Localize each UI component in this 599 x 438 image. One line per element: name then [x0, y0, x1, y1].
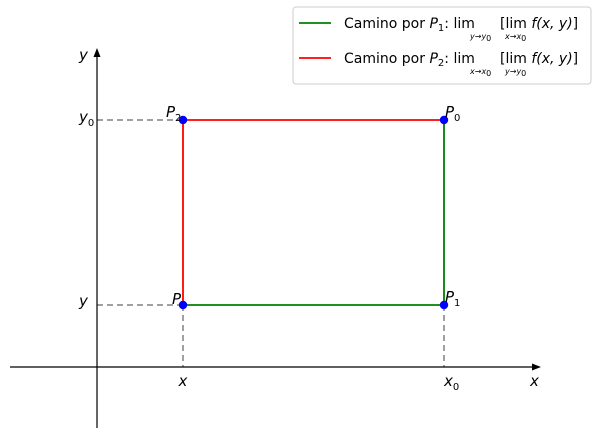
label-p1: P1 [445, 288, 460, 309]
path-p2 [182, 119, 444, 305]
legend-inner-sub-p2: y→y0 [504, 67, 526, 78]
legend-label-p2: Camino por P2: lim [344, 51, 475, 69]
label-p: P [172, 290, 182, 308]
point-p1 [439, 300, 449, 310]
axes [10, 48, 541, 428]
point-p [178, 300, 188, 310]
label-p2: P2 [166, 103, 181, 124]
x-axis-label: x [529, 372, 539, 390]
legend-inner-sub-p1: x→x0 [504, 32, 526, 43]
tick-x: x [178, 372, 188, 390]
legend-inner-p1: [lim f(x, y)] [500, 16, 578, 32]
guide-lines [97, 119, 445, 367]
y-axis-arrow [93, 48, 101, 57]
legend-label-p1: Camino por P1: lim [344, 16, 475, 34]
label-p0: P0 [445, 103, 460, 124]
legend-box [292, 6, 592, 85]
legend-entry-p1: Camino por P1: lim y→y0 [lim f(x, y)] x→… [299, 16, 578, 43]
path-p1 [183, 120, 445, 306]
legend-outer-sub-p2: x→x0 [469, 67, 491, 78]
y-axis-label: y [78, 46, 89, 64]
legend-inner-p2: [lim f(x, y)] [500, 51, 578, 67]
legend-outer-sub-p1: y→y0 [469, 32, 491, 43]
points [178, 115, 449, 310]
legend-entry-p2: Camino por P2: lim x→x0 [lim f(x, y)] y→… [299, 51, 578, 78]
x-axis-arrow [532, 363, 541, 371]
tick-x0: x0 [443, 372, 459, 393]
tick-y0: y0 [78, 108, 94, 129]
tick-y: y [78, 292, 89, 310]
legend: Camino por P1: lim y→y0 [lim f(x, y)] x→… [292, 6, 592, 85]
point-p0 [439, 115, 449, 125]
point-p2 [178, 115, 188, 125]
